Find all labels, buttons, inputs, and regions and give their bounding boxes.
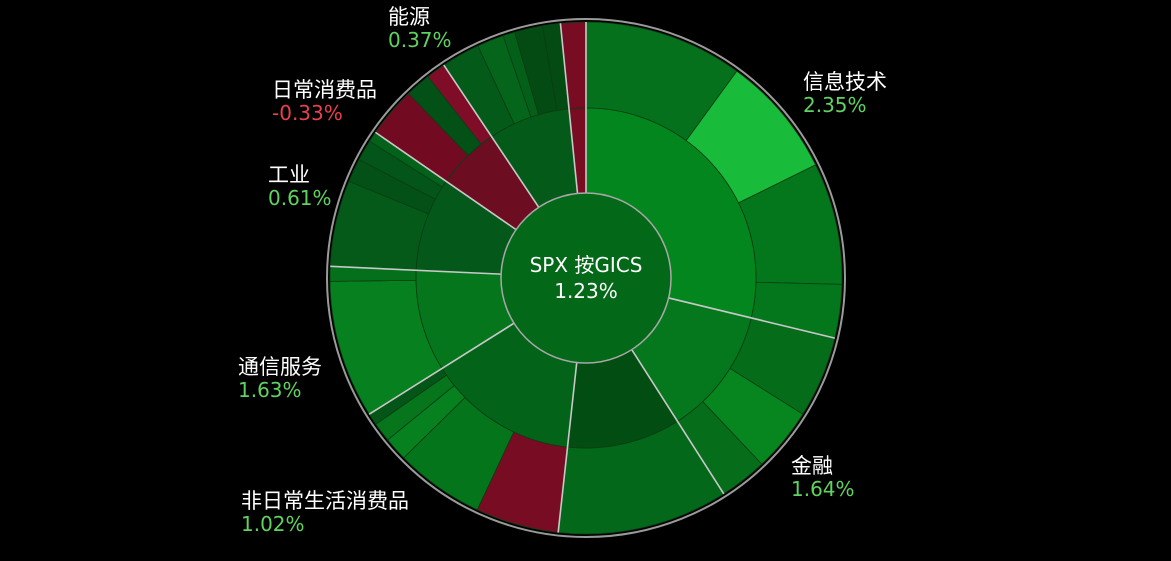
- sector-separator: [668, 297, 836, 339]
- sector-value-label: 0.61%: [268, 186, 332, 210]
- sector-value-label: 1.64%: [791, 477, 855, 501]
- sector-value-label: -0.33%: [272, 101, 343, 125]
- sector-name-label: 能源: [388, 5, 430, 29]
- sector-separators: [330, 22, 836, 533]
- sector-separator: [559, 23, 579, 194]
- sector-name-label: 非日常生活消费品: [241, 489, 409, 513]
- sector-name-label: 日常消费品: [272, 78, 377, 102]
- center-title: SPX 按GICS: [530, 253, 643, 277]
- sector-separator: [368, 322, 515, 415]
- sector-value-label: 2.35%: [803, 93, 867, 117]
- chart-border: [326, 18, 846, 538]
- outer-ring: [329, 21, 843, 535]
- sector-value-label: 0.37%: [388, 28, 452, 52]
- sector-name-label: 信息技术: [803, 70, 887, 94]
- sector-separator: [631, 349, 725, 495]
- sector-name-label: 工业: [268, 163, 310, 187]
- center-value: 1.23%: [554, 279, 618, 303]
- sector-name-label: 通信服务: [238, 355, 322, 379]
- sector-name-label: 金融: [791, 454, 833, 478]
- sector-value-label: 1.63%: [238, 378, 302, 402]
- sector-separator: [557, 362, 578, 533]
- inner-ring: [415, 107, 757, 449]
- sector-separator: [443, 64, 540, 208]
- sector-separator: [374, 131, 517, 231]
- sector-separator: [330, 265, 502, 275]
- sector-value-label: 1.02%: [241, 512, 305, 536]
- center-disc: [500, 192, 672, 364]
